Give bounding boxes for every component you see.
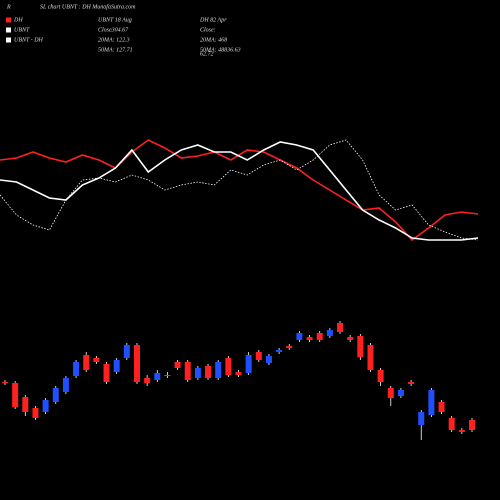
candle-body — [12, 383, 19, 407]
candle-body — [103, 364, 110, 382]
candle-body — [286, 346, 293, 348]
candle-body — [225, 358, 232, 375]
candle-body — [296, 333, 303, 340]
candle-body — [357, 336, 364, 357]
stat-text: 50MA: 48836.63 — [200, 46, 241, 53]
line-series — [0, 139, 479, 241]
candle-body — [326, 330, 333, 336]
candle-body — [52, 388, 59, 402]
candle-body — [418, 412, 425, 425]
stat-text: 20MA: 122.3 — [98, 37, 130, 43]
candle-body — [113, 360, 120, 372]
extra-value: 62.72 — [200, 51, 214, 57]
candle-body — [184, 362, 191, 380]
candle-body — [205, 366, 212, 378]
stat-text: UBNT 18 Aug — [98, 17, 132, 23]
candle-body — [438, 402, 445, 412]
line-series — [0, 139, 479, 242]
candle-body — [215, 362, 222, 378]
candle-body — [387, 388, 394, 398]
candle-body — [194, 368, 201, 378]
candle-body — [337, 323, 344, 332]
candle-body — [469, 420, 475, 430]
legend-label: UBNT — [14, 27, 30, 33]
candle-body — [93, 358, 100, 362]
candle-body — [174, 362, 181, 368]
candle-body — [255, 352, 262, 360]
chart-title: SL chart UBNT : DH MunafaSutra.com — [40, 3, 136, 10]
legend-swatch — [6, 17, 11, 23]
candle-body — [133, 345, 140, 382]
candle-body — [154, 373, 161, 380]
line-series — [0, 141, 479, 241]
stat-text: DH 82 Apr — [199, 17, 227, 23]
legend-label: DH — [13, 17, 23, 23]
candle-body — [144, 378, 151, 383]
candle-body — [377, 370, 384, 382]
candle-body — [62, 378, 69, 392]
candle-body — [83, 355, 90, 370]
candle-body — [235, 372, 242, 375]
candle-body — [164, 375, 171, 376]
candle-body — [428, 390, 435, 415]
stat-text: Close304.67 — [98, 26, 129, 33]
candle-body — [397, 390, 404, 396]
candle-body — [276, 350, 283, 352]
legend-swatch — [6, 27, 11, 33]
candle-body — [265, 356, 272, 363]
candle-body — [245, 355, 252, 373]
candle-body — [316, 333, 323, 340]
candle-body — [306, 337, 313, 340]
candle-body — [123, 345, 130, 358]
candle-body — [367, 345, 374, 370]
candle-body — [448, 418, 455, 430]
corner-label: R — [6, 4, 11, 10]
candle-body — [42, 400, 49, 412]
stat-text: 20MA: 468 — [200, 36, 227, 43]
legend-label: UBNT - DH — [14, 37, 44, 43]
candle-body — [32, 408, 39, 418]
candle-body — [458, 430, 465, 432]
stat-text: 50MA: 127.71 — [98, 47, 133, 53]
legend-swatch — [6, 37, 11, 43]
candle-body — [347, 337, 354, 340]
candle-body — [408, 382, 415, 384]
candle-body — [22, 397, 29, 412]
candle-body — [2, 382, 8, 383]
candle-body — [73, 362, 80, 376]
stat-text: Close: — [200, 27, 216, 33]
